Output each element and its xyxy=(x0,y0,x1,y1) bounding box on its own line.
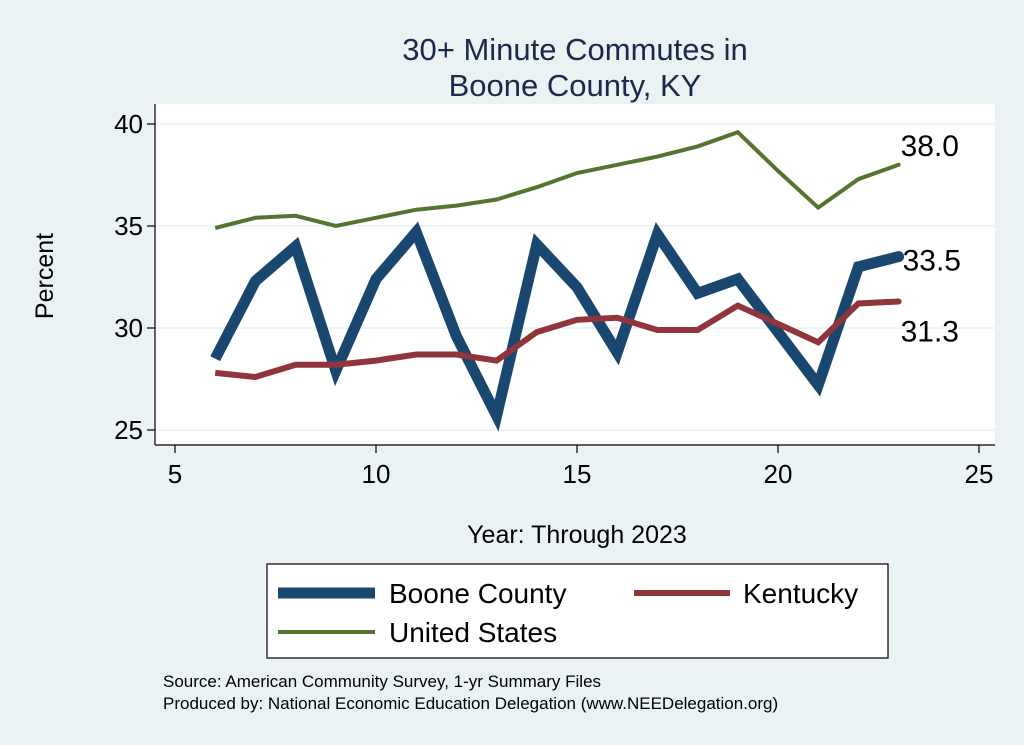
legend-label-united-states: United States xyxy=(389,617,557,648)
end-label-united-states: 38.0 xyxy=(901,130,959,163)
plot-area xyxy=(155,104,995,445)
producer-note: Produced by: National Economic Education… xyxy=(163,694,778,713)
y-tick-label-30: 30 xyxy=(114,313,143,343)
end-label-kentucky: 31.3 xyxy=(901,315,959,348)
x-tick-label-5: 5 xyxy=(168,459,182,489)
legend-label-boone-county: Boone County xyxy=(389,578,566,609)
y-tick-label-40: 40 xyxy=(114,109,143,139)
end-point-boone-county xyxy=(893,251,905,263)
gridlines xyxy=(155,123,995,431)
legend-label-kentucky: Kentucky xyxy=(743,578,858,609)
x-tick-label-10: 10 xyxy=(362,459,391,489)
chart-title-line-2: Boone County, KY xyxy=(449,68,702,103)
end-label-boone-county: 33.5 xyxy=(903,245,961,278)
end-labels: 38.0 33.5 31.3 xyxy=(901,130,961,349)
series-line-kentucky xyxy=(214,298,899,381)
legend-box xyxy=(266,563,889,659)
y-tick-label-35: 35 xyxy=(114,211,143,241)
legend: Boone County Kentucky United States xyxy=(266,563,889,659)
x-tick-label-15: 15 xyxy=(563,459,592,489)
end-point-kentucky xyxy=(895,298,902,305)
source-note: Source: American Community Survey, 1-yr … xyxy=(163,672,601,691)
series-lines xyxy=(210,129,905,432)
series-line-united-states xyxy=(214,129,900,230)
x-tick-label-20: 20 xyxy=(764,459,793,489)
x-axis-label: Year: Through 2023 xyxy=(467,521,687,549)
y-axis-label: Percent xyxy=(31,233,59,319)
axes: 25 30 35 40 5 10 15 20 25 xyxy=(114,104,995,489)
x-tick-label-25: 25 xyxy=(965,459,994,489)
chart-title-line-1: 30+ Minute Commutes in xyxy=(402,32,747,67)
end-point-united-states xyxy=(896,162,901,167)
series-line-boone-county xyxy=(210,221,900,432)
y-tick-label-25: 25 xyxy=(114,415,143,445)
